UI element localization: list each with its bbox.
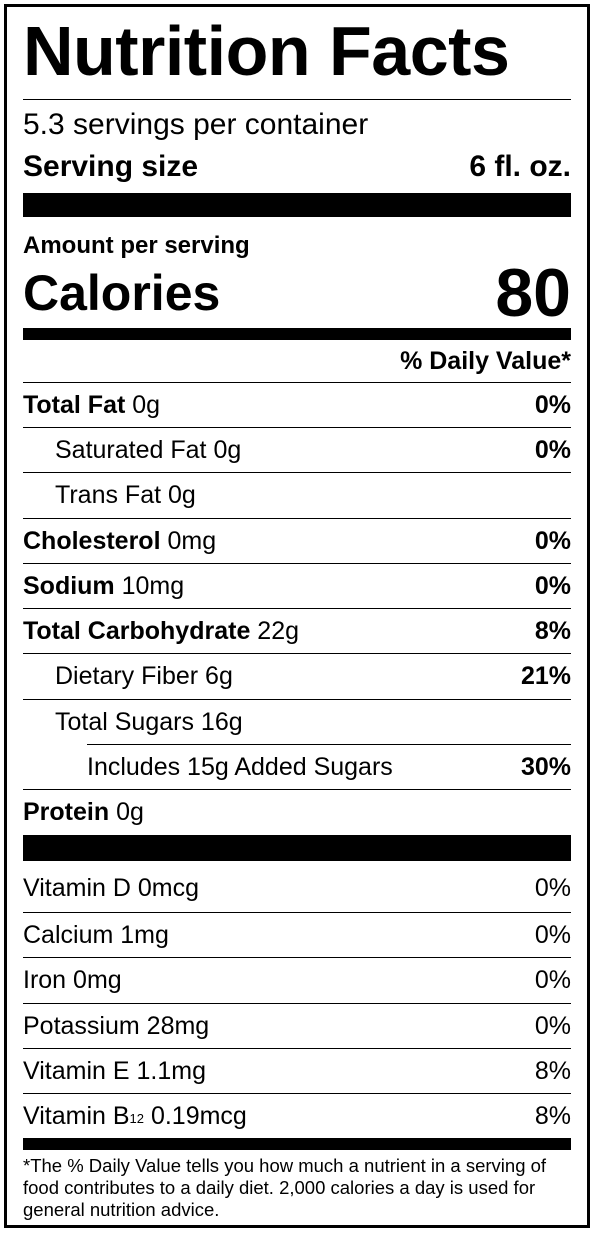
nutrient-row-cholesterol: Cholesterol 0mg 0% xyxy=(23,527,571,555)
divider xyxy=(23,99,571,100)
calories-row: Calories 80 xyxy=(23,255,571,331)
divider xyxy=(23,1048,571,1049)
divider xyxy=(23,472,571,473)
divider xyxy=(23,699,571,700)
nutrient-row-saturated-fat: Saturated Fat 0g 0% xyxy=(55,436,571,464)
serving-size-label: Serving size xyxy=(23,150,199,183)
dv-value: 8% xyxy=(534,617,571,645)
vitamin-row-calcium: Calcium 1mg 0% xyxy=(23,921,571,949)
dv-value: 0% xyxy=(534,874,571,902)
divider xyxy=(23,653,571,654)
dv-value: 8% xyxy=(534,1057,571,1085)
nutrient-row-total-fat: Total Fat 0g 0% xyxy=(23,391,571,419)
amount-per-serving: Amount per serving xyxy=(23,232,250,259)
divider xyxy=(87,744,571,745)
divider xyxy=(23,1093,571,1094)
divider xyxy=(23,912,571,913)
nutrient-row-total-sugars: Total Sugars 16g xyxy=(55,708,243,736)
footnote: *The % Daily Value tells you how much a … xyxy=(23,1155,547,1220)
divider xyxy=(23,608,571,609)
nutrition-facts-label: Nutrition Facts 5.3 servings per contain… xyxy=(4,4,590,1228)
vitamin-row-vitamin-b12: Vitamin B12 0.19mcg 8% xyxy=(23,1102,571,1130)
divider xyxy=(23,1003,571,1004)
daily-value-header: % Daily Value* xyxy=(400,346,571,375)
dv-value: 0% xyxy=(534,572,571,600)
medium-divider xyxy=(23,1138,571,1150)
divider xyxy=(23,382,571,383)
thick-divider xyxy=(23,193,571,217)
medium-divider xyxy=(23,328,571,340)
dv-value: 0% xyxy=(534,436,571,464)
nutrient-row-protein: Protein 0g xyxy=(23,798,144,826)
divider xyxy=(23,518,571,519)
dv-value: 8% xyxy=(534,1102,571,1130)
nutrient-row-sodium: Sodium 10mg 0% xyxy=(23,572,571,600)
calories-value: 80 xyxy=(495,255,571,331)
serving-size-value: 6 fl. oz. xyxy=(469,150,571,183)
calories-label: Calories xyxy=(23,265,221,321)
nutrient-row-total-carbohydrate: Total Carbohydrate 22g 8% xyxy=(23,617,571,645)
dv-value: 0% xyxy=(534,966,571,994)
dv-value: 0% xyxy=(534,921,571,949)
dv-value: 21% xyxy=(520,662,571,690)
dv-value: 30% xyxy=(520,753,571,781)
divider xyxy=(23,789,571,790)
dv-value: 0% xyxy=(534,527,571,555)
label-title: Nutrition Facts xyxy=(23,12,510,90)
vitamin-row-vitamin-d: Vitamin D 0mcg 0% xyxy=(23,874,571,902)
divider xyxy=(23,957,571,958)
divider xyxy=(23,427,571,428)
servings-per-container: 5.3 servings per container xyxy=(23,108,369,141)
thick-divider xyxy=(23,835,571,861)
serving-size-row: Serving size 6 fl. oz. xyxy=(23,145,571,189)
nutrient-row-added-sugars: Includes 15g Added Sugars 30% xyxy=(87,753,571,781)
divider xyxy=(23,563,571,564)
nutrient-row-trans-fat: Trans Fat 0g xyxy=(55,481,196,509)
dv-value: 0% xyxy=(534,391,571,419)
dv-value: 0% xyxy=(534,1012,571,1040)
vitamin-row-vitamin-e: Vitamin E 1.1mg 8% xyxy=(23,1057,571,1085)
vitamin-row-potassium: Potassium 28mg 0% xyxy=(23,1012,571,1040)
vitamin-row-iron: Iron 0mg 0% xyxy=(23,966,571,994)
nutrient-row-dietary-fiber: Dietary Fiber 6g 21% xyxy=(55,662,571,690)
